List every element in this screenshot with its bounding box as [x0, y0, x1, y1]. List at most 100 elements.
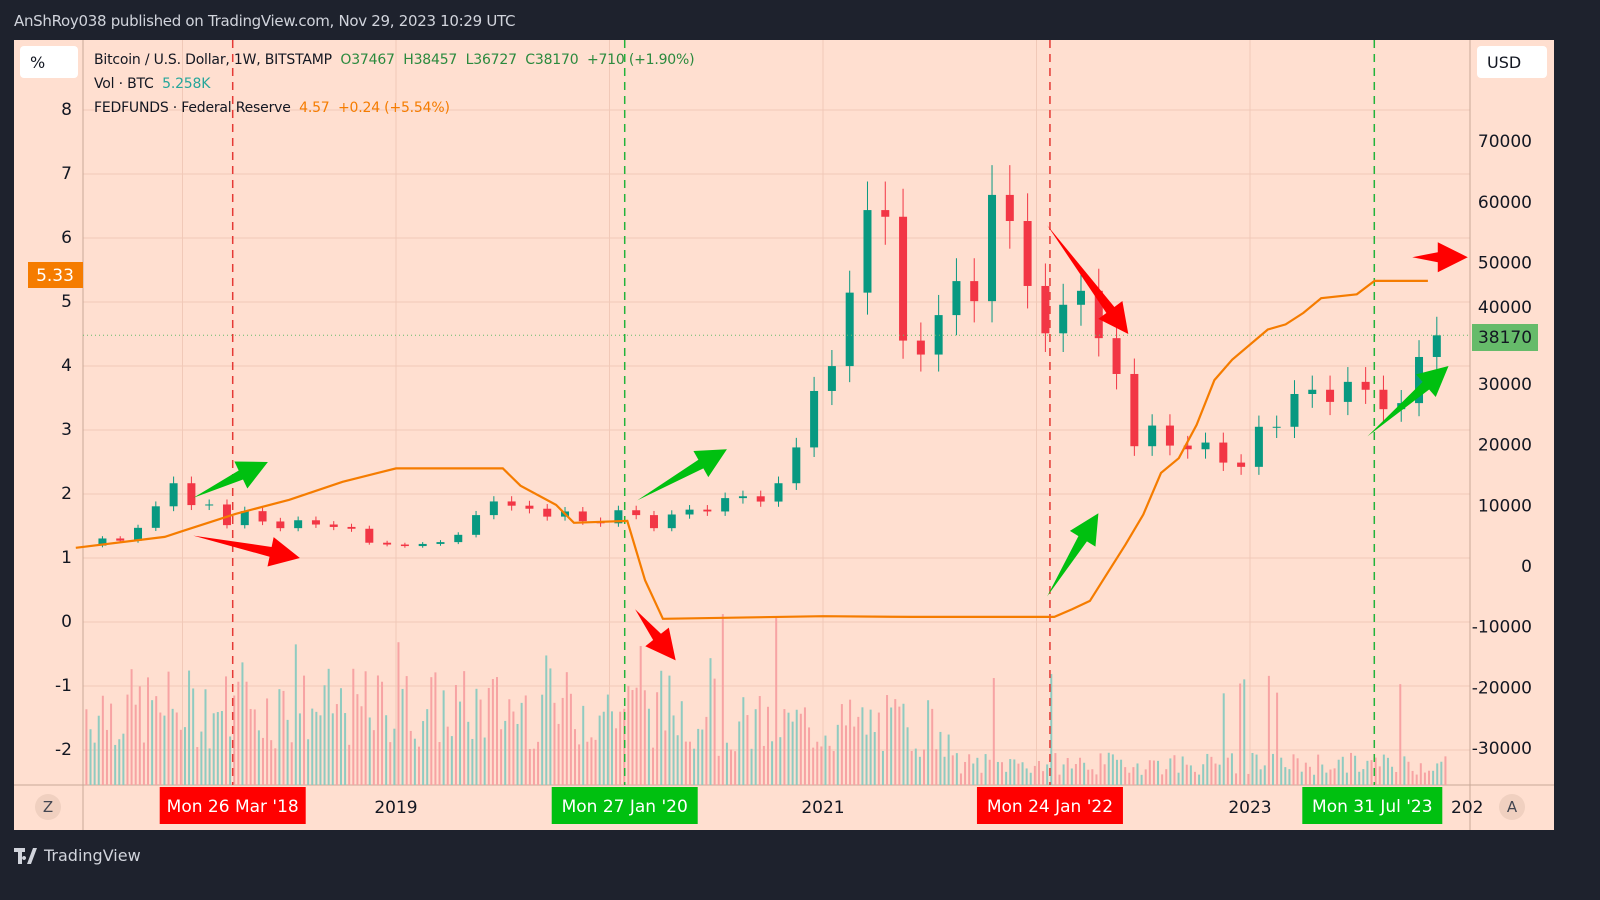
candle-body	[400, 544, 409, 547]
fedfunds-current-label: 5.33	[36, 266, 74, 286]
red-arrow-down-icon	[635, 609, 676, 661]
volume-bar	[1161, 774, 1164, 785]
volume-bar	[1296, 758, 1299, 785]
volume-bar	[1074, 764, 1077, 785]
candle-body	[1432, 335, 1441, 357]
candle-body	[1219, 442, 1228, 463]
zoom-button[interactable]: Z	[35, 794, 61, 820]
volume-bar	[85, 709, 88, 785]
tradingview-logo[interactable]: TradingView	[14, 846, 141, 865]
volume-bar	[742, 697, 745, 785]
volume-bar	[643, 690, 646, 785]
symbol-legend: Bitcoin / U.S. Dollar, 1W, BITSTAMP O374…	[94, 52, 695, 68]
volume-bar	[397, 642, 400, 785]
candle-body	[827, 366, 836, 391]
time-axis-tick-label: 2019	[374, 798, 417, 818]
volume-bar	[500, 729, 503, 785]
auto-scale-button[interactable]: A	[1499, 794, 1525, 820]
volume-bar	[524, 695, 527, 785]
volume-bar	[1083, 762, 1086, 785]
volume-bar	[1218, 764, 1221, 785]
volume-bar	[237, 681, 240, 785]
volume-bar	[1362, 769, 1365, 785]
chart-background	[14, 40, 1554, 830]
volume-bar	[783, 709, 786, 785]
volume-bar	[1021, 762, 1024, 785]
volume-bar	[734, 751, 737, 785]
volume-bar	[923, 749, 926, 785]
price-current-label: 38170	[1478, 328, 1532, 348]
volume-bar	[442, 690, 445, 785]
candle-body	[1059, 304, 1068, 334]
candle-body	[1379, 389, 1388, 410]
volume-bar	[1017, 763, 1020, 785]
volume-bar	[208, 748, 211, 785]
percent-scale-button[interactable]: %	[20, 46, 78, 78]
volume-bar	[968, 754, 971, 785]
volume-bar	[1128, 772, 1131, 785]
volume-bar	[664, 730, 667, 785]
volume-bar	[881, 750, 884, 785]
volume-bar	[631, 690, 634, 785]
volume-bar	[820, 746, 823, 785]
volume-bar	[151, 700, 154, 785]
volume-bar	[549, 668, 552, 785]
volume-bar	[844, 725, 847, 785]
volume-bar	[142, 742, 145, 785]
candle-body	[1183, 445, 1192, 450]
candle-body	[151, 506, 160, 528]
volume-bar	[188, 670, 191, 785]
volume-bar	[853, 726, 856, 785]
volume-bar	[1013, 759, 1016, 785]
volume-bar	[1407, 761, 1410, 785]
volume-bar	[1341, 756, 1344, 785]
volume-bar	[1428, 770, 1431, 785]
volume-bar	[348, 744, 351, 785]
volume-bar	[1386, 757, 1389, 785]
volume-bar	[1009, 759, 1012, 785]
volume-bar	[1070, 768, 1073, 785]
left-axis-tick-label: 2	[61, 484, 72, 504]
volume-bar	[196, 747, 199, 785]
volume-bar	[110, 703, 113, 785]
candle-body	[472, 515, 481, 535]
currency-button[interactable]: USD	[1477, 46, 1547, 78]
volume-bar	[516, 723, 519, 785]
volume-bar	[1255, 754, 1258, 785]
volume-bar	[225, 676, 228, 785]
volume-bar	[1107, 752, 1110, 785]
volume-bar	[693, 748, 696, 785]
volume-bar	[241, 662, 244, 785]
volume-bar	[771, 741, 774, 785]
volume-bar	[1271, 753, 1274, 785]
volume-bar	[1444, 756, 1447, 785]
volume-bar	[857, 716, 860, 785]
volume-bar	[1103, 764, 1106, 785]
volume-bar	[1440, 761, 1443, 785]
volume-bar	[426, 709, 429, 785]
volume-bar	[1124, 767, 1127, 785]
volume-bar	[175, 712, 178, 785]
volume-bar	[1419, 763, 1422, 785]
volume-bar	[1247, 773, 1250, 785]
volume-bar	[167, 671, 170, 785]
volume-bar	[319, 715, 322, 785]
right-axis-tick-label: -20000	[1472, 678, 1532, 698]
chart-canvas[interactable]: 8 7 6 5 4 3 2 1 0 -1 -2 70000 60000 50000 40000 30000 20…	[0, 0, 1568, 882]
volume-bar	[1120, 759, 1123, 785]
candle-body	[98, 538, 107, 546]
candle-body	[1023, 221, 1032, 286]
volume-bar	[758, 696, 761, 785]
volume-bar	[200, 731, 203, 785]
volume-bar	[1358, 771, 1361, 785]
ohlc-close: C38170	[525, 52, 579, 68]
volume-bar	[1403, 756, 1406, 785]
left-axis-tick-label: 6	[61, 228, 72, 248]
volume-bar	[520, 702, 523, 785]
volume-bar	[639, 646, 642, 785]
left-axis-tick-label: 0	[61, 612, 72, 632]
candle-body	[134, 527, 143, 541]
volume-bar	[155, 696, 158, 785]
left-axis-tick-label: 1	[61, 548, 72, 568]
volume-bar	[1210, 756, 1213, 785]
